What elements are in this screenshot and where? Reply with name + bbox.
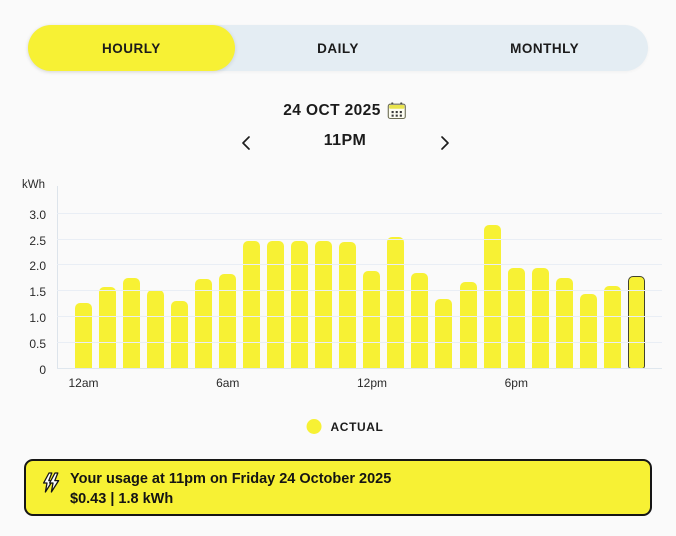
bar-4pm[interactable] bbox=[459, 282, 477, 369]
bar-7am[interactable] bbox=[243, 241, 261, 369]
bar-8pm[interactable] bbox=[555, 278, 573, 369]
tab-daily[interactable]: DAILY bbox=[317, 40, 359, 56]
gridline bbox=[57, 264, 662, 266]
bar-2pm[interactable] bbox=[411, 273, 429, 369]
gridline bbox=[57, 316, 662, 318]
bar-4am[interactable] bbox=[171, 301, 189, 369]
bar-7pm[interactable] bbox=[531, 268, 549, 369]
hour-nav: 11PM bbox=[0, 131, 676, 155]
chart-legend: ACTUAL bbox=[306, 419, 384, 434]
bar-8am[interactable] bbox=[267, 241, 285, 369]
date-row: 24 OCT 2025 bbox=[283, 102, 407, 120]
x-tick-label: 6pm bbox=[504, 376, 528, 390]
double-bolt-icon bbox=[40, 471, 64, 500]
bar-9pm[interactable] bbox=[579, 294, 597, 369]
y-tick-label: 0 bbox=[39, 363, 46, 377]
selected-hour: 11PM bbox=[323, 132, 367, 149]
view-mode-tabs: HOURLY DAILY MONTHLY bbox=[28, 25, 648, 71]
bar-1am[interactable] bbox=[99, 287, 117, 369]
y-tick-label: 1.5 bbox=[29, 285, 46, 300]
bar-6pm[interactable] bbox=[507, 268, 525, 369]
bar-1pm[interactable] bbox=[387, 237, 405, 369]
bars-row bbox=[75, 187, 645, 369]
bar-11am[interactable] bbox=[339, 242, 357, 369]
bar-12pm[interactable] bbox=[363, 271, 381, 369]
gridline bbox=[57, 238, 662, 240]
actual-legend-dot-icon bbox=[306, 419, 322, 434]
gridline bbox=[57, 290, 662, 292]
calendar-icon[interactable] bbox=[388, 102, 407, 120]
summary-line-1: Your usage at 11pm on Friday 24 October … bbox=[70, 471, 392, 487]
y-tick-label: 2.0 bbox=[29, 259, 46, 274]
hourly-usage-chart: kWh 0 0.5 1.0 1.5 2.0 2.5 3.0 12am 6am 12pm 6pm bbox=[0, 178, 676, 393]
y-axis-unit-label: kWh bbox=[22, 179, 45, 191]
tab-monthly[interactable]: MONTHLY bbox=[510, 40, 580, 56]
bar-2am[interactable] bbox=[123, 278, 141, 369]
plot-area: 0 0.5 1.0 1.5 2.0 2.5 3.0 bbox=[0, 178, 676, 377]
x-tick-label: 12am bbox=[68, 376, 99, 390]
x-tick-label: 12pm bbox=[357, 376, 388, 390]
bar-5am[interactable] bbox=[195, 279, 213, 369]
bar-10am[interactable] bbox=[315, 241, 333, 369]
selected-date: 24 OCT 2025 bbox=[283, 102, 381, 119]
usage-summary-card: Your usage at 11pm on Friday 24 October … bbox=[24, 459, 652, 516]
previous-hour-button[interactable] bbox=[235, 132, 257, 154]
y-tick-label: 0.5 bbox=[29, 337, 46, 352]
y-axis-line bbox=[57, 186, 58, 369]
bar-3pm[interactable] bbox=[435, 299, 453, 369]
y-tick-label: 1.0 bbox=[29, 311, 46, 326]
summary-line-2: $0.43 | 1.8 kWh bbox=[70, 491, 174, 507]
bar-5pm[interactable] bbox=[483, 225, 501, 369]
y-tick-label: 2.5 bbox=[29, 233, 46, 248]
x-tick-label: 6am bbox=[216, 376, 240, 390]
bar-12am[interactable] bbox=[75, 303, 92, 369]
bar-9am[interactable] bbox=[291, 241, 309, 369]
tab-hourly[interactable]: HOURLY bbox=[28, 25, 235, 71]
bar-3am[interactable] bbox=[147, 290, 165, 369]
bar-6am[interactable] bbox=[219, 274, 237, 369]
gridline bbox=[57, 342, 662, 344]
y-tick-label: 3.0 bbox=[29, 207, 46, 222]
legend-label: ACTUAL bbox=[330, 419, 384, 434]
bar-10pm[interactable] bbox=[603, 286, 621, 369]
gridline bbox=[57, 212, 662, 214]
next-hour-button[interactable] bbox=[434, 132, 456, 154]
gridline bbox=[57, 368, 662, 369]
